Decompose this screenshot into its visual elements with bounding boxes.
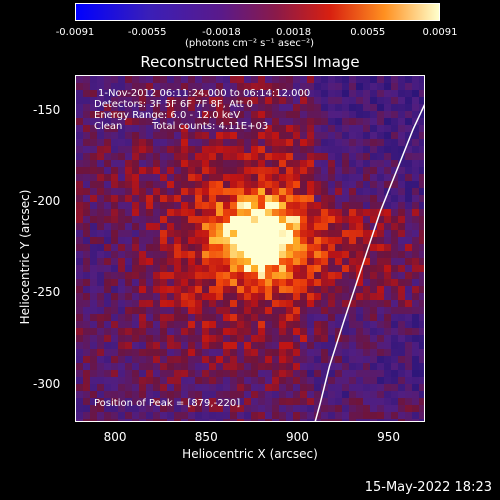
y-tick-label: -150	[33, 102, 61, 117]
chart-title: Reconstructed RHESSI Image	[140, 53, 360, 71]
x-tick-label: 850	[194, 430, 218, 444]
y-tick-label: -300	[33, 376, 61, 391]
colorbar-tick-label: 0.0055	[350, 27, 386, 38]
clean-label: Clean	[94, 121, 123, 132]
colorbar-tick-label: -0.0018	[202, 27, 241, 38]
y-tick-label: -250	[33, 285, 61, 300]
time-range-label: 1-Nov-2012 06:11:24.000 to 06:14:12.000	[98, 88, 311, 99]
detectors-label: Detectors: 3F 5F 6F 7F 8F, Att 0	[94, 99, 254, 110]
plot-area: 1-Nov-2012 06:11:24.000 to 06:14:12.000 …	[75, 75, 425, 422]
colorbar-units: (photons cm⁻² s⁻¹ asec⁻²)	[185, 38, 315, 49]
x-tick-label: 800	[103, 430, 127, 444]
footer-timestamp: 15-May-2022 18:23	[364, 480, 492, 495]
x-tick-label: 950	[377, 430, 400, 444]
y-axis-label: Heliocentric Y (arcsec)	[18, 189, 32, 325]
colorbar-tick-label: 0.0018	[276, 27, 312, 38]
heatmap-image	[76, 76, 424, 421]
x-axis-label: Heliocentric X (arcsec)	[182, 447, 318, 461]
colorbar-tick-label: -0.0091	[55, 27, 95, 38]
colorbar-tick-label: 0.0091	[422, 27, 458, 38]
solar-limb-line	[314, 104, 424, 421]
colorbar-tick-label: -0.0055	[127, 27, 167, 38]
peak-position-label: Position of Peak = [879,-220]	[94, 398, 241, 409]
total-counts-label: Total counts: 4.11E+03	[152, 121, 269, 132]
colorbar	[75, 3, 440, 21]
y-tick-label: -200	[33, 194, 61, 209]
x-tick-label: 900	[285, 430, 309, 444]
energy-range-label: Energy Range: 6.0 - 12.0 keV	[94, 110, 241, 121]
